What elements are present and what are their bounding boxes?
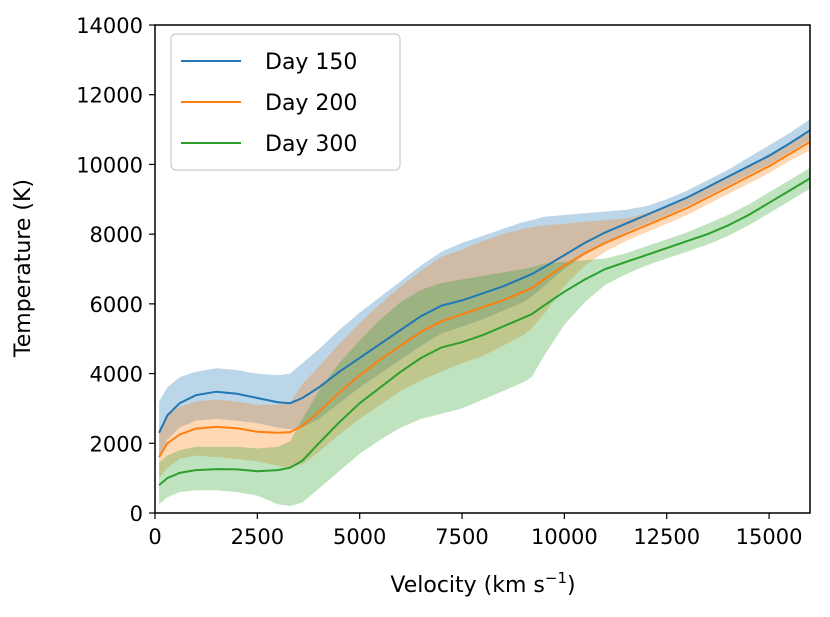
y-tick-label: 8000 [90, 223, 143, 247]
x-tick-label: 10000 [531, 525, 598, 549]
legend-label-day-300: Day 300 [265, 132, 357, 157]
y-axis-label: Temperature (K) [11, 179, 36, 358]
legend: Day 150 Day 200 Day 300 [170, 33, 401, 171]
x-tick-label: 2500 [231, 525, 284, 549]
legend-label-day-200: Day 200 [265, 91, 357, 116]
series-lines [158, 129, 811, 486]
y-tick-label: 4000 [90, 363, 143, 387]
x-tick-label: 15000 [736, 525, 803, 549]
y-tick-label: 14000 [76, 14, 143, 38]
y-tick-label: 6000 [90, 293, 143, 317]
y-tick-label: 0 [130, 502, 143, 526]
uncertainty-bands [159, 119, 811, 506]
day-300-line [158, 177, 811, 486]
x-tick-label: 0 [148, 525, 161, 549]
day-150-line [158, 129, 811, 434]
axes-frame [154, 24, 811, 514]
y-tick-label: 12000 [76, 84, 143, 108]
x-tick-label: 5000 [333, 525, 386, 549]
day-200-band [159, 131, 811, 479]
x-tick-label: 7500 [435, 525, 488, 549]
legend-box [170, 33, 401, 171]
x-tick-label: 12500 [633, 525, 700, 549]
y-tick-label: 10000 [76, 153, 143, 177]
y-axis-ticks: 0 2000 4000 6000 8000 10000 12000 14000 [76, 14, 155, 526]
day-150-band [159, 119, 811, 458]
day-200-line [158, 140, 811, 458]
legend-label-day-150: Day 150 [265, 50, 357, 75]
x-axis-label: Velocity (km s−1) [390, 569, 575, 598]
day-300-band [159, 167, 811, 506]
x-axis-ticks: 0 2500 5000 7500 10000 12500 15000 [148, 513, 802, 549]
y-tick-label: 2000 [90, 432, 143, 456]
